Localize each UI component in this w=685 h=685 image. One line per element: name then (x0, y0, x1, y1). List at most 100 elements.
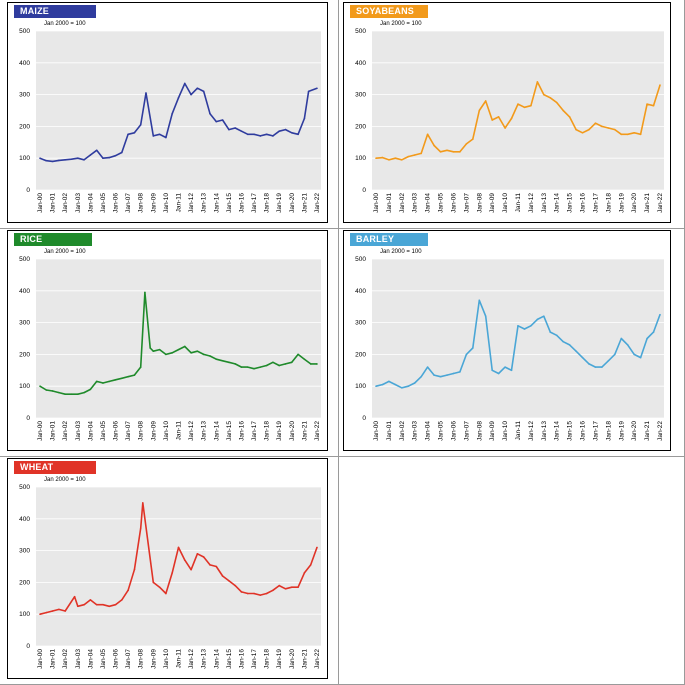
data-point (265, 133, 268, 136)
data-point (221, 575, 224, 577)
data-point (51, 610, 54, 612)
data-point (127, 375, 129, 378)
data-point (253, 592, 255, 595)
data-point (89, 154, 92, 156)
data-point (196, 552, 199, 555)
y-tick-label: 400 (19, 60, 30, 67)
data-point (221, 359, 224, 362)
data-point (407, 155, 410, 158)
data-point (114, 603, 117, 606)
data-point (253, 133, 255, 136)
x-tick-label: Jan-16 (238, 649, 245, 669)
x-tick-label: Jan-02 (62, 649, 69, 669)
x-tick-label: Jan-00 (37, 421, 44, 441)
x-tick-label: Jan-08 (476, 421, 483, 441)
data-point (620, 337, 623, 340)
data-point (536, 318, 539, 321)
x-tick-label: Jan-00 (373, 421, 380, 441)
data-point (459, 371, 461, 373)
data-point (165, 136, 167, 139)
data-point (601, 366, 603, 368)
data-point (259, 594, 262, 596)
data-point (228, 580, 230, 582)
data-point (497, 372, 500, 375)
x-tick-label: Jan-12 (188, 649, 195, 669)
data-point (133, 131, 136, 134)
data-point (165, 353, 167, 356)
data-point (51, 390, 54, 392)
data-point (265, 592, 268, 595)
data-point (190, 93, 192, 96)
data-point (240, 130, 243, 132)
data-point (190, 568, 192, 571)
data-point (142, 502, 144, 504)
data-point (133, 568, 136, 571)
data-point (259, 135, 262, 137)
data-point (58, 159, 60, 162)
data-point (465, 353, 468, 356)
x-tick-label: Jan-18 (264, 649, 271, 669)
x-tick-label: Jan-08 (138, 649, 145, 669)
plot-area (36, 487, 321, 646)
data-point (177, 546, 180, 549)
data-point (158, 348, 161, 351)
data-point (139, 124, 142, 126)
data-point (234, 584, 236, 587)
data-point (307, 90, 310, 93)
x-tick-label: Jan-08 (138, 193, 145, 213)
data-point (83, 158, 85, 161)
grid-divider-row1 (0, 228, 684, 229)
x-tick-label: Jan-06 (450, 421, 457, 441)
data-point (446, 149, 448, 152)
data-point (127, 589, 129, 592)
data-point (76, 157, 79, 159)
data-point (607, 359, 610, 362)
data-point (196, 350, 199, 353)
x-tick-label: Jan-20 (289, 193, 296, 213)
x-tick-label: Jan-21 (644, 421, 651, 441)
data-point (549, 96, 552, 99)
x-tick-label: Jan-04 (425, 421, 432, 441)
data-point (139, 527, 142, 530)
data-point (171, 572, 174, 574)
x-tick-label: Jan-04 (87, 649, 94, 669)
data-point (510, 117, 513, 120)
data-point (144, 291, 146, 294)
y-tick-label: 500 (355, 256, 366, 263)
grid-divider-vertical (338, 0, 339, 684)
data-point (133, 374, 136, 376)
x-tick-label: Jan-18 (264, 193, 271, 213)
x-tick-label: Jan-20 (289, 421, 296, 441)
data-point (278, 364, 281, 367)
y-tick-label: 400 (355, 288, 366, 295)
y-tick-label: 500 (19, 28, 30, 35)
x-tick-label: Jan-13 (201, 193, 208, 213)
data-point (121, 377, 123, 380)
data-point (39, 157, 41, 159)
x-tick-label: Jan-07 (463, 193, 470, 213)
data-point (278, 130, 281, 132)
series-line (39, 291, 317, 395)
y-tick-label: 500 (19, 484, 30, 491)
chart-panel-rice: RICE Jan 2000 = 100 0 100 200 300 400 500 Jan-… (7, 230, 328, 451)
data-point (177, 96, 180, 99)
data-point (401, 158, 403, 161)
data-point (478, 299, 481, 302)
data-point (221, 119, 224, 121)
data-point (588, 128, 590, 131)
data-point (465, 143, 468, 145)
data-point (183, 345, 186, 348)
data-point (246, 592, 249, 595)
data-point (228, 361, 230, 364)
data-point (102, 603, 104, 606)
data-point (171, 352, 174, 354)
data-point (291, 586, 293, 588)
x-tick-label: Jan-01 (50, 649, 57, 669)
data-point (594, 366, 597, 368)
data-point (89, 388, 92, 391)
data-point (394, 157, 397, 159)
data-point (259, 366, 262, 368)
grid-divider-row2 (0, 456, 684, 457)
x-tick-label: Jan-20 (289, 649, 296, 669)
data-point (284, 587, 287, 590)
